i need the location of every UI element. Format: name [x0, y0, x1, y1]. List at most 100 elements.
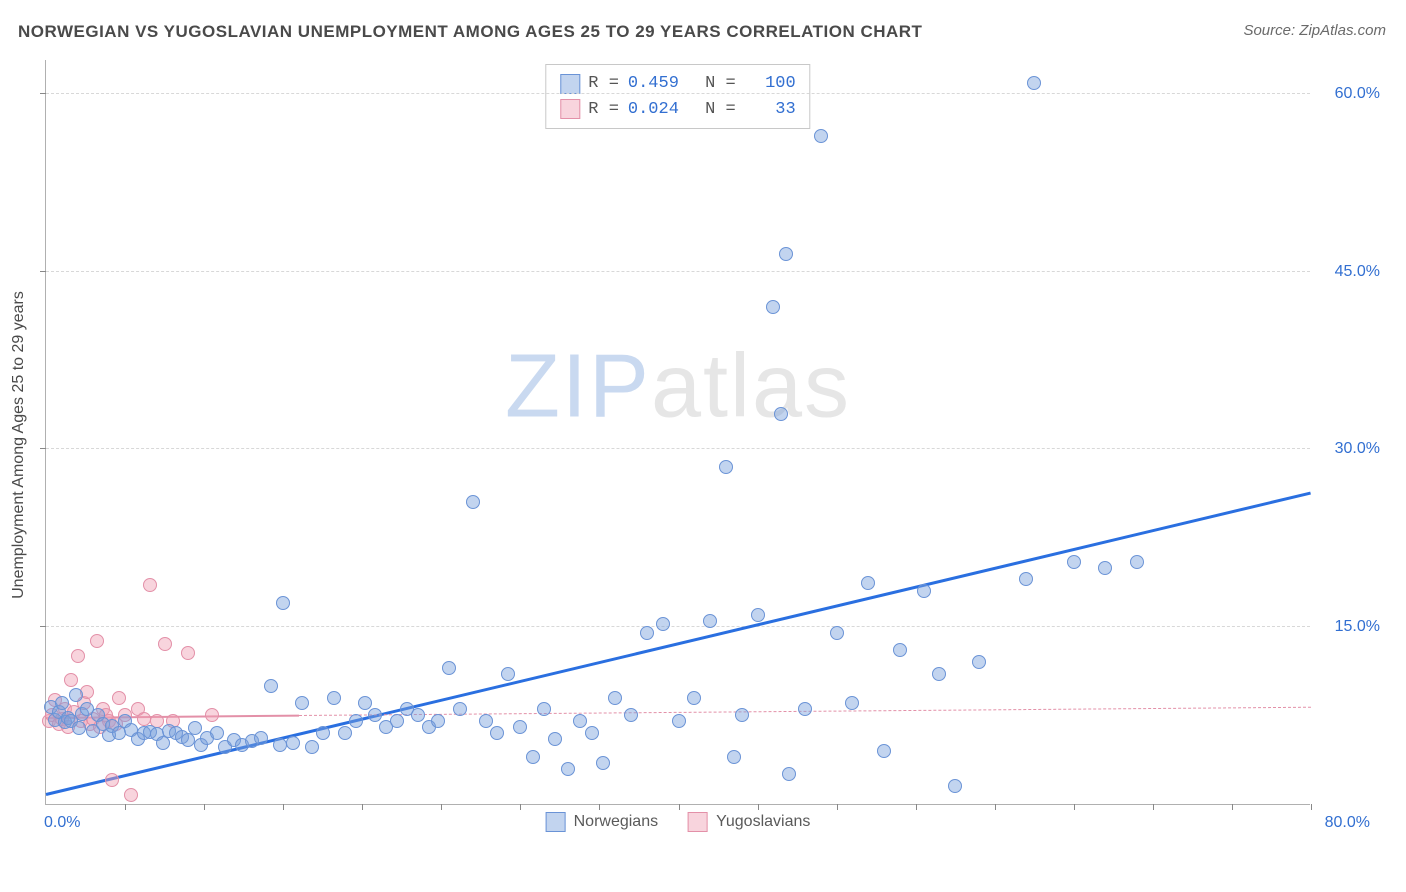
n-label: N =: [705, 97, 736, 123]
data-point: [972, 655, 986, 669]
n-value-pink: 33: [744, 97, 796, 123]
x-tick: [1074, 804, 1075, 810]
data-point: [735, 708, 749, 722]
x-tick: [1232, 804, 1233, 810]
data-point: [687, 691, 701, 705]
data-point: [501, 667, 515, 681]
x-tick: [599, 804, 600, 810]
x-tick: [995, 804, 996, 810]
swatch-blue: [560, 74, 580, 94]
y-tick-label: 45.0%: [1320, 263, 1380, 281]
data-point: [703, 614, 717, 628]
y-tick-label: 60.0%: [1320, 85, 1380, 103]
x-tick: [1153, 804, 1154, 810]
gridline: [46, 93, 1310, 94]
x-tick: [283, 804, 284, 810]
gridline: [46, 271, 1310, 272]
data-point: [368, 708, 382, 722]
data-point: [672, 714, 686, 728]
data-point: [656, 617, 670, 631]
data-point: [830, 626, 844, 640]
data-point: [276, 596, 290, 610]
data-point: [608, 691, 622, 705]
gridline: [46, 448, 1310, 449]
data-point: [286, 736, 300, 750]
data-point: [112, 691, 126, 705]
data-point: [561, 762, 575, 776]
data-point: [1130, 555, 1144, 569]
data-point: [932, 667, 946, 681]
data-point: [64, 673, 78, 687]
data-point: [105, 773, 119, 787]
data-point: [917, 584, 931, 598]
data-point: [55, 696, 69, 710]
y-axis-label: Unemployment Among Ages 25 to 29 years: [10, 291, 28, 599]
data-point: [69, 688, 83, 702]
chart-title: NORWEGIAN VS YUGOSLAVIAN UNEMPLOYMENT AM…: [18, 22, 922, 42]
data-point: [181, 646, 195, 660]
swatch-pink: [560, 99, 580, 119]
watermark-atlas: atlas: [651, 337, 851, 437]
watermark: ZIPatlas: [505, 336, 851, 439]
data-point: [466, 495, 480, 509]
y-tick: [40, 93, 46, 94]
data-point: [143, 578, 157, 592]
data-point: [845, 696, 859, 710]
data-point: [719, 460, 733, 474]
data-point: [893, 643, 907, 657]
gridline: [46, 626, 1310, 627]
plot-area: ZIPatlas R = 0.459 N = 100 R = 0.024 N =…: [45, 60, 1310, 805]
source-label: Source: ZipAtlas.com: [1243, 22, 1386, 39]
data-point: [338, 726, 352, 740]
legend-item: Yugoslavians: [688, 812, 810, 832]
data-point: [774, 407, 788, 421]
data-point: [254, 731, 268, 745]
data-point: [585, 726, 599, 740]
data-point: [305, 740, 319, 754]
data-point: [411, 708, 425, 722]
data-point: [751, 608, 765, 622]
data-point: [431, 714, 445, 728]
data-point: [814, 129, 828, 143]
data-point: [1067, 555, 1081, 569]
plot-container: ZIPatlas R = 0.459 N = 100 R = 0.024 N =…: [45, 60, 1385, 830]
r-value-pink: 0.024: [627, 97, 679, 123]
swatch-pink: [688, 812, 708, 832]
data-point: [210, 726, 224, 740]
x-tick: [916, 804, 917, 810]
legend-label-blue: Norwegians: [574, 813, 658, 831]
data-point: [624, 708, 638, 722]
data-point: [490, 726, 504, 740]
data-point: [640, 626, 654, 640]
watermark-zip: ZIP: [505, 337, 651, 437]
data-point: [158, 637, 172, 651]
x-tick: [837, 804, 838, 810]
correlation-legend: R = 0.459 N = 100 R = 0.024 N = 33: [545, 64, 810, 129]
data-point: [1027, 76, 1041, 90]
data-point: [548, 732, 562, 746]
data-point: [124, 788, 138, 802]
data-point: [316, 726, 330, 740]
data-point: [349, 714, 363, 728]
data-point: [877, 744, 891, 758]
data-point: [526, 750, 540, 764]
data-point: [72, 721, 86, 735]
data-point: [71, 649, 85, 663]
data-point: [798, 702, 812, 716]
data-point: [90, 634, 104, 648]
data-point: [513, 720, 527, 734]
data-point: [537, 702, 551, 716]
swatch-blue: [546, 812, 566, 832]
correlation-row: R = 0.024 N = 33: [560, 97, 795, 123]
data-point: [948, 779, 962, 793]
data-point: [573, 714, 587, 728]
series-legend: Norwegians Yugoslavians: [546, 812, 811, 832]
y-tick-label: 15.0%: [1320, 618, 1380, 636]
data-point: [327, 691, 341, 705]
data-point: [1098, 561, 1112, 575]
data-point: [479, 714, 493, 728]
y-tick: [40, 271, 46, 272]
data-point: [453, 702, 467, 716]
data-point: [596, 756, 610, 770]
data-point: [861, 576, 875, 590]
